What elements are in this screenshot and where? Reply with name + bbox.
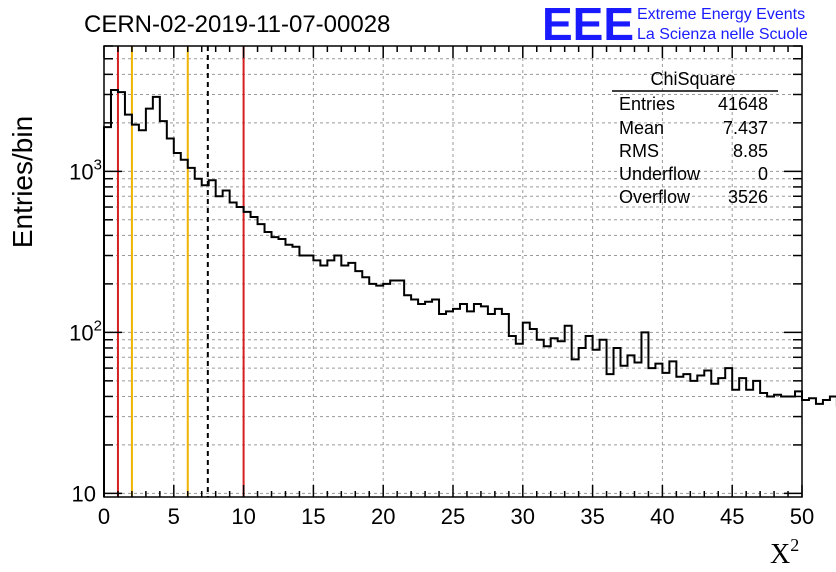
reference-lines <box>116 46 245 497</box>
x-tick-label: 30 <box>511 504 535 529</box>
logo-line1: Extreme Energy Events <box>637 6 805 23</box>
y-tick-label: 102 <box>69 317 102 345</box>
x-axis-label-sup: 2 <box>790 535 799 555</box>
stats-label: Overflow <box>619 187 691 207</box>
stats-label: Underflow <box>619 164 701 184</box>
stats-value: 3526 <box>728 187 768 207</box>
y-tick-label-base: 10 <box>72 481 96 506</box>
stats-value: 8.85 <box>733 141 768 161</box>
stats-row: Mean 7.437 <box>619 118 768 138</box>
x-tick-label: 40 <box>650 504 674 529</box>
x-axis-label-base: X <box>770 539 790 570</box>
logo-line2: La Scienza nelle Scuole <box>637 26 808 43</box>
y-tick-label-exp: 2 <box>94 317 102 334</box>
stats-label: Entries <box>619 94 675 114</box>
y-tick-label-exp: 3 <box>94 156 102 173</box>
logo-mark: EEE <box>542 0 634 50</box>
x-tick-label: 15 <box>301 504 325 529</box>
y-tick-label: 103 <box>69 156 102 184</box>
stats-value: 41648 <box>718 94 768 114</box>
x-axis-label: X2 <box>770 535 799 570</box>
stats-value: 7.437 <box>723 118 768 138</box>
run-title: CERN-02-2019-11-07-00028 <box>84 11 390 38</box>
x-tick-label: 20 <box>371 504 395 529</box>
stats-title: ChiSquare <box>650 69 735 89</box>
stats-label: Mean <box>619 118 664 138</box>
y-axis-label: Entries/bin <box>7 116 38 248</box>
stats-box: ChiSquare Entries 41648 Mean 7.437 RMS 8… <box>612 69 778 207</box>
y-tick-label-base: 10 <box>69 159 93 184</box>
histogram <box>103 88 836 497</box>
stats-row: Overflow 3526 <box>619 187 768 207</box>
x-tick-label: 10 <box>231 504 255 529</box>
x-tick-label: 50 <box>790 504 814 529</box>
stats-row: RMS 8.85 <box>619 141 768 161</box>
stats-row: Underflow 0 <box>619 164 768 184</box>
stats-row: Entries 41648 <box>619 94 768 114</box>
x-tick-label: 0 <box>98 504 110 529</box>
stats-label: RMS <box>619 141 659 161</box>
y-tick-label: 10 <box>72 481 96 506</box>
histogram-outline <box>103 88 836 497</box>
x-tick-label: 5 <box>168 504 180 529</box>
x-tick-label: 35 <box>580 504 604 529</box>
stats-value: 0 <box>758 164 768 184</box>
y-tick-label-base: 10 <box>69 320 93 345</box>
x-tick-label: 45 <box>720 504 744 529</box>
x-tick-label: 25 <box>441 504 465 529</box>
